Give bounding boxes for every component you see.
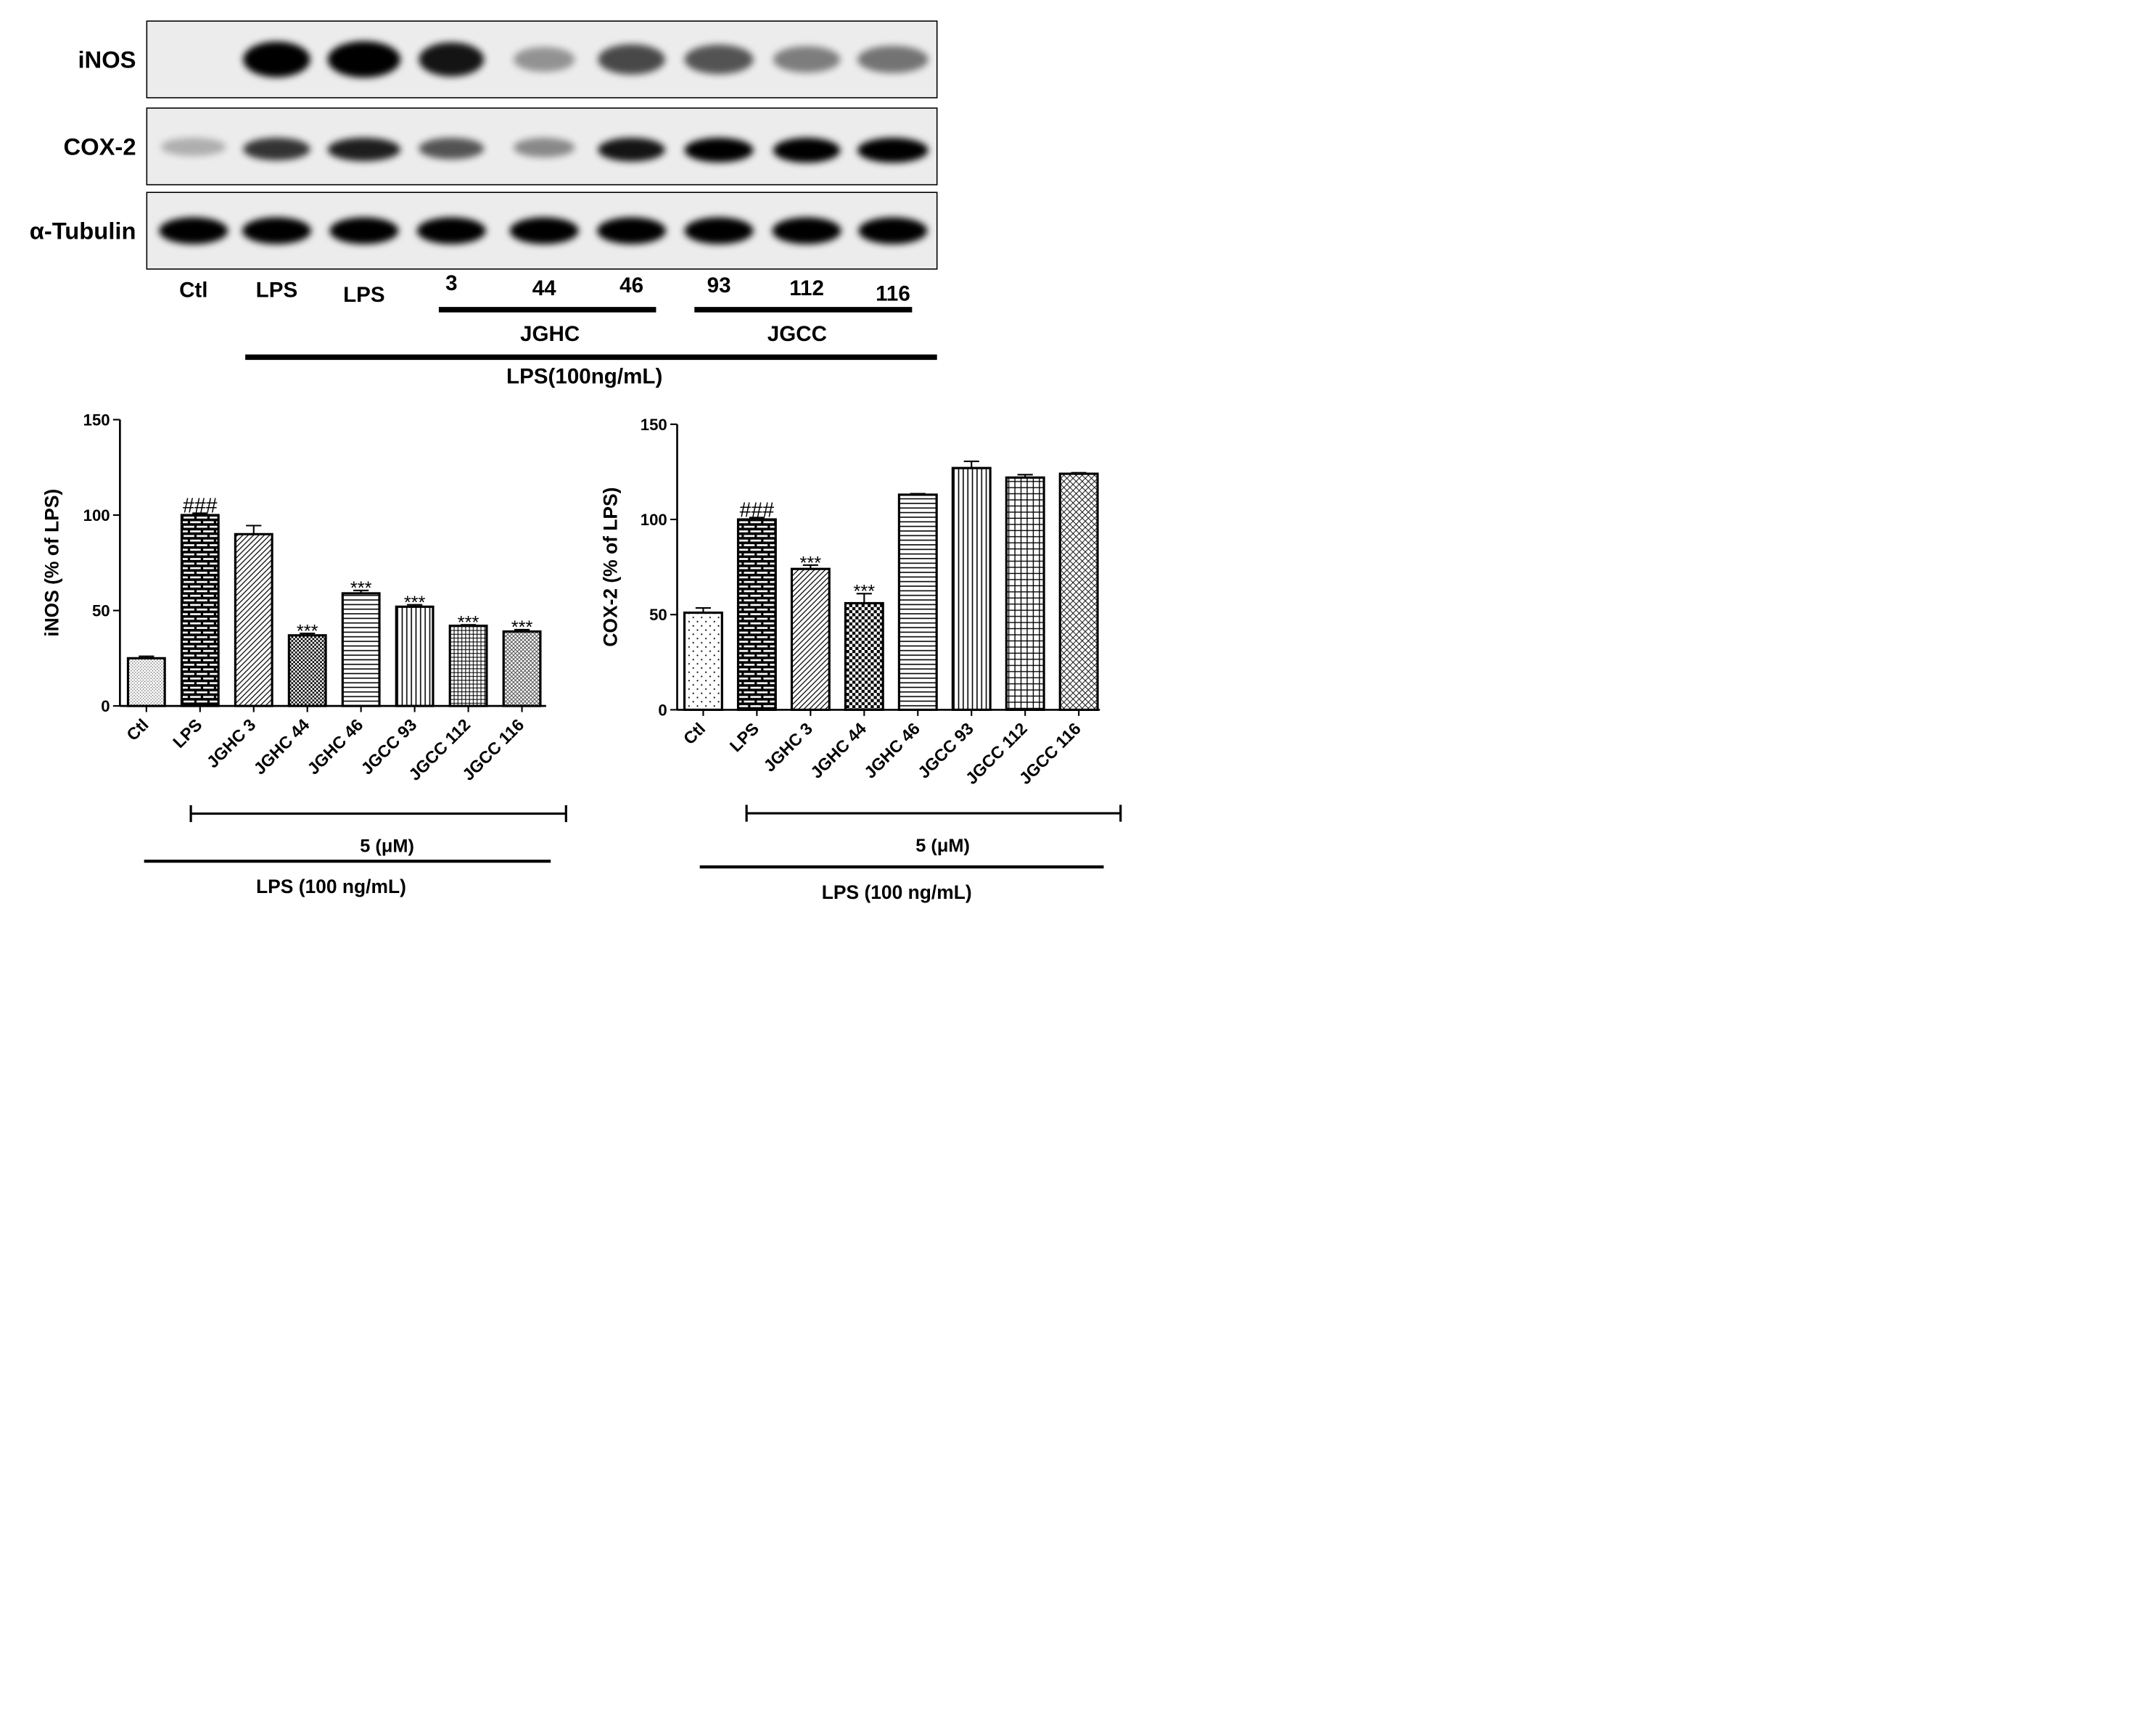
blot-band — [327, 41, 401, 78]
blot-lane-label: LPS — [256, 278, 298, 302]
bar — [502, 630, 542, 707]
y-tick-label: 0 — [101, 697, 110, 715]
significance-marker: ### — [740, 498, 775, 522]
blot-band — [327, 137, 401, 162]
blot-band — [857, 46, 929, 73]
blot-band — [159, 217, 229, 244]
y-tick-label: 50 — [92, 602, 110, 620]
western-blot-panel: iNOS COX-2 α-Tubulin Ctl LPS LPS 3 44 46 93 112 116… — [30, 20, 938, 388]
bar — [790, 567, 831, 711]
blot-band — [242, 217, 311, 244]
bar — [844, 601, 884, 711]
blot-band — [598, 137, 665, 162]
blot-band — [509, 217, 579, 244]
x-tick-label: JGHC 46 — [304, 715, 367, 778]
bar — [395, 605, 435, 707]
significance-marker: *** — [854, 582, 876, 602]
treatment-label: LPS (100 ng/mL) — [822, 881, 972, 903]
blot-band — [772, 217, 841, 244]
significance-marker: *** — [458, 613, 479, 633]
jgcc-group-label: JGCC — [767, 322, 827, 346]
treatment-label: LPS (100 ng/mL) — [256, 876, 406, 897]
blot-lane-label: 3 — [445, 271, 457, 295]
blot-band — [329, 217, 399, 244]
bar — [736, 518, 777, 711]
bar — [126, 657, 166, 707]
x-tick-label: Ctl — [123, 715, 152, 744]
bar — [448, 625, 488, 707]
y-tick-label: 50 — [649, 606, 667, 624]
blot-band — [243, 41, 310, 78]
blot-lane-label: 116 — [876, 282, 910, 306]
jghc-group-label: JGHC — [520, 322, 580, 346]
dose-label: 5 (μM) — [360, 836, 414, 856]
blot-lane-label: Ctl — [179, 278, 207, 302]
x-tick-label: JGHC 44 — [807, 719, 870, 782]
y-tick-label: 0 — [658, 701, 667, 719]
y-axis-title: iNOS (% of LPS) — [41, 489, 62, 637]
bar — [341, 592, 381, 707]
bar — [683, 612, 723, 711]
bar — [234, 532, 273, 707]
y-tick-label: 100 — [83, 506, 110, 524]
x-tick-label: JGHC 3 — [203, 715, 260, 772]
blot-lane-label: 93 — [707, 273, 731, 297]
blot-band — [858, 217, 928, 244]
blot-band — [597, 217, 667, 244]
blot-row-label: α-Tubulin — [30, 218, 136, 244]
blot-treatment-label: LPS(100ng/mL) — [506, 364, 662, 388]
blot-band — [857, 137, 929, 163]
x-tick-label: JGHC 46 — [860, 719, 923, 782]
blot-band — [684, 217, 754, 244]
bar — [180, 514, 220, 707]
blot-lane-label: 112 — [789, 276, 824, 300]
bar — [951, 466, 992, 711]
y-tick-label: 150 — [83, 411, 110, 429]
x-tick-label: Ctl — [680, 719, 709, 748]
bar — [1058, 472, 1099, 711]
bar — [1005, 476, 1045, 711]
blot-band — [684, 44, 754, 75]
blot-band — [419, 42, 485, 77]
y-axis-title: COX-2 (% of LPS) — [600, 488, 622, 647]
blot-band — [513, 137, 575, 157]
significance-marker: *** — [404, 593, 426, 613]
y-tick-label: 150 — [641, 416, 667, 434]
blot-lane-label: 46 — [619, 273, 643, 297]
significance-marker: *** — [511, 617, 533, 638]
x-tick-label: LPS — [169, 715, 205, 752]
x-tick-label: JGHC 3 — [759, 719, 816, 776]
significance-marker: ### — [183, 494, 218, 517]
x-tick-label: JGHC 44 — [250, 715, 313, 778]
blot-band — [773, 137, 841, 163]
significance-marker: *** — [800, 553, 822, 573]
blot-lane-label: 44 — [532, 276, 556, 300]
bar — [287, 634, 327, 707]
dose-label: 5 (μM) — [915, 836, 970, 856]
blot-row-label: COX-2 — [63, 133, 136, 160]
blot-band — [684, 137, 754, 163]
blot-band — [513, 46, 575, 73]
blot-band — [416, 217, 486, 244]
blot-band — [773, 46, 841, 73]
significance-marker: *** — [350, 578, 372, 598]
significance-marker: *** — [297, 621, 318, 641]
blot-row-label: iNOS — [78, 46, 136, 73]
bar — [897, 493, 938, 711]
blot-band — [598, 44, 665, 75]
blot-band — [243, 137, 310, 161]
blot-lane-label: LPS — [343, 283, 385, 307]
x-tick-label: LPS — [726, 719, 762, 755]
blot-band — [160, 137, 226, 156]
blot-band — [419, 137, 485, 160]
y-tick-label: 100 — [641, 511, 667, 529]
cox2-bar-chart: 0 50 100 150 COX-2 (% of LPS) Ctl ### LPS *** JGH… — [600, 416, 1122, 903]
figure: iNOS COX-2 α-Tubulin Ctl LPS LPS 3 44 46 93 112 116… — [30, 20, 1122, 903]
